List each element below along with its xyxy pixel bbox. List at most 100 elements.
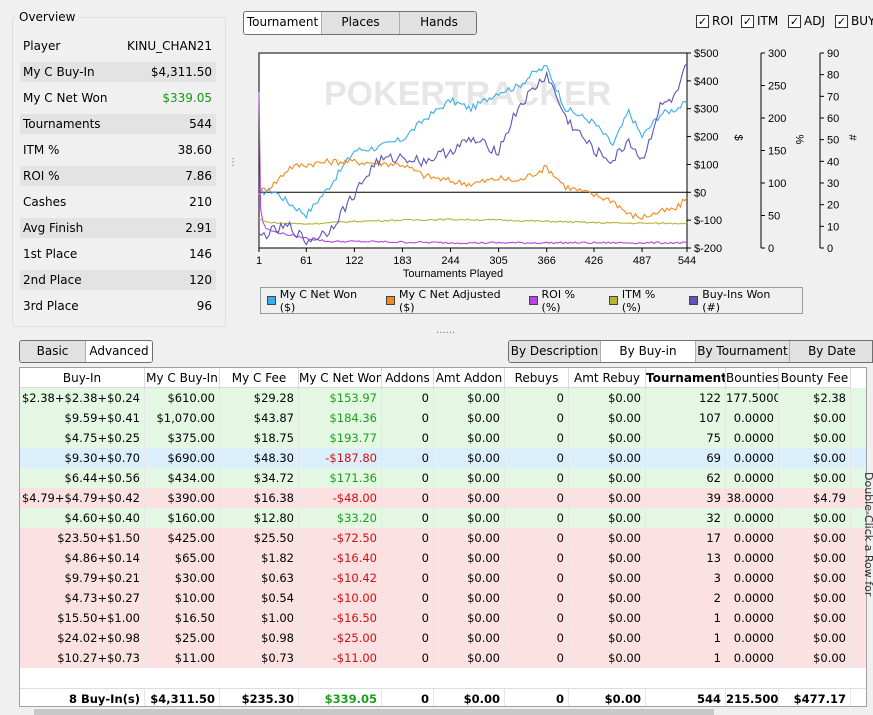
table-row[interactable]: $23.50+$1.50 $425.00 $25.50 -$72.50 0 $0.00 0 $… [20,528,866,548]
table-row[interactable]: $15.50+$1.00 $16.50 $1.00 -$16.50 0 $0.00 0 $0.… [20,608,866,628]
by-date-button[interactable]: By Date [790,341,872,362]
cell-addons: 0 [382,568,434,588]
tab-advanced[interactable]: Advanced [86,341,152,362]
cell-my-c-fee: $0.63 [220,568,299,588]
tab-hands[interactable]: Hands [400,12,476,34]
buy-checkbox[interactable]: ✓ BUY [835,14,873,28]
cell-my-c-buy-in: $610.00 [145,388,220,408]
legend-label: ROI % (%) [541,287,576,314]
by-tournament-button[interactable]: By Tournament [696,341,790,362]
cell-bounties: 0.0000 [726,468,779,488]
cell-bounties: 177.5000 [726,388,779,408]
overview-label: ROI % [23,169,60,183]
tab-basic[interactable]: Basic [20,341,86,362]
horizontal-scrollbar[interactable] [34,709,714,715]
column-header-my-c-buy-in[interactable]: My C Buy-In [145,368,220,388]
legend-item: My C Net Won ($) [267,288,372,314]
overview-label: My C Buy-In [23,65,95,79]
column-header-buy-in[interactable]: Buy-In [20,368,145,388]
cell-amt-addon: $0.00 [434,408,505,428]
legend-swatch [689,296,699,305]
count-tick-label: 40 [827,156,839,168]
cell-my-c-fee: $0.98 [220,628,299,648]
overview-value: 96 [196,299,212,313]
cell-bounties: 0.0000 [726,508,779,528]
cell-tournaments: 17 [646,528,726,548]
cell-bounty-fee: $0.00 [779,508,851,528]
overview-label: 3rd Place [23,299,79,313]
total-buy-in: 8 Buy-In(s) [20,689,145,706]
overview-label: Player [23,39,61,53]
adj-checkbox[interactable]: ✓ ADJ [788,14,825,28]
cell-buy-in: $23.50+$1.50 [20,528,145,548]
overview-value: 2.91 [185,221,212,235]
table-row[interactable]: $9.79+$0.21 $30.00 $0.63 -$10.42 0 $0.00 0 $0.0… [20,568,866,588]
table-row[interactable]: $4.60+$0.40 $160.00 $12.80 $33.20 0 $0.00 0 $0.… [20,508,866,528]
column-header-addons[interactable]: Addons [382,368,434,388]
count-tick-label: 0 [827,243,833,255]
table-row[interactable]: $4.79+$4.79+$0.42 $390.00 $16.38 -$48.00 0 $0… [20,488,866,508]
tab-tournament[interactable]: Tournament [244,12,322,34]
cell-addons: 0 [382,648,434,668]
cell-bounties: 0.0000 [726,548,779,568]
cell-my-c-net-won: -$25.00 [299,628,382,648]
overview-row-itm-pct: ITM % 38.60 [20,140,216,160]
itm-checkbox[interactable]: ✓ ITM [741,14,779,28]
cell-tournaments: 1 [646,648,726,668]
cell-my-c-net-won: -$187.80 [299,448,382,468]
cell-buy-in: $15.50+$1.00 [20,608,145,628]
x-tick-label: 366 [538,255,556,267]
splitter-handle-horizontal[interactable]: ······ [436,328,456,339]
overview-value: $339.05 [162,91,212,105]
by-buy-in-button[interactable]: By Buy-in [601,341,696,362]
table-row[interactable]: $4.75+$0.25 $375.00 $18.75 $193.77 0 $0.00 0 $0… [20,428,866,448]
pct-axis-title: % [793,135,805,145]
total-my-c-buy-in: $4,311.50 [145,689,220,706]
table-row[interactable]: $10.27+$0.73 $11.00 $0.73 -$11.00 0 $0.00 0 $0.… [20,648,866,668]
cell-bounty-fee: $0.00 [779,628,851,648]
column-header-amt-rebuy[interactable]: Amt Rebuy [569,368,646,388]
by-description-button[interactable]: By Description [509,341,601,362]
cell-bounty-fee: $0.00 [779,548,851,568]
x-tick-label: 122 [345,255,363,267]
splitter-handle-vertical[interactable]: ⋮ [228,157,238,168]
pct-tick-label: 50 [768,211,780,223]
cell-bounty-fee: $2.38 [779,388,851,408]
table-row[interactable]: $4.73+$0.27 $10.00 $0.54 -$10.00 0 $0.00 0 $0.0… [20,588,866,608]
legend-label: My C Net Won ($) [279,287,358,314]
count-axis-title: # [846,135,858,142]
column-header-amt-addon[interactable]: Amt Addon [434,368,505,388]
column-header-my-c-fee[interactable]: My C Fee [220,368,299,388]
cell-amt-addon: $0.00 [434,588,505,608]
column-header-bounties[interactable]: Bounties [726,368,779,388]
column-header-bounty-fee[interactable]: Bounty Fee [779,368,851,388]
overview-value: 146 [189,247,212,261]
group-by-buttons: By Description By Buy-in By Tournament B… [508,340,873,363]
cell-my-c-buy-in: $690.00 [145,448,220,468]
cell-my-c-net-won: -$10.00 [299,588,382,608]
overview-value: 544 [189,117,212,131]
legend-item: Buy-Ins Won (#) [689,288,788,314]
table-row[interactable]: $9.30+$0.70 $690.00 $48.30 -$187.80 0 $0.00 0 $… [20,448,866,468]
cell-amt-rebuy: $0.00 [569,388,646,408]
tab-places[interactable]: Places [322,12,400,34]
dollar-tick-label: $200 [694,132,718,144]
table-row[interactable]: $24.02+$0.98 $25.00 $0.98 -$25.00 0 $0.00 0 $0.… [20,628,866,648]
legend-swatch [386,296,395,305]
overview-value: 120 [189,273,212,287]
check-icon: ✓ [788,14,801,28]
table-row[interactable]: $9.59+$0.41 $1,070.00 $43.87 $184.36 0 $0.00 0… [20,408,866,428]
table-row[interactable]: $2.38+$2.38+$0.24 $610.00 $29.28 $153.97 0 $0… [20,388,866,408]
series-line-3 [258,91,688,245]
column-header-tournaments[interactable]: Tournaments [646,368,726,388]
column-header-rebuys[interactable]: Rebuys [505,368,569,388]
roi-checkbox[interactable]: ✓ ROI [696,14,734,28]
table-row[interactable]: $6.44+$0.56 $434.00 $34.72 $171.36 0 $0.00 0 $0… [20,468,866,488]
overview-row-first-place: 1st Place 146 [20,244,216,264]
cell-rebuys: 0 [505,628,569,648]
cell-amt-rebuy: $0.00 [569,408,646,428]
table-row[interactable]: $4.86+$0.14 $65.00 $1.82 -$16.40 0 $0.00 0 $0.0… [20,548,866,568]
legend-item: ITM % (%) [609,288,675,314]
overview-row-my-c-buy-in: My C Buy-In $4,311.50 [20,62,216,82]
column-header-my-c-net-won[interactable]: My C Net Won [299,368,382,388]
